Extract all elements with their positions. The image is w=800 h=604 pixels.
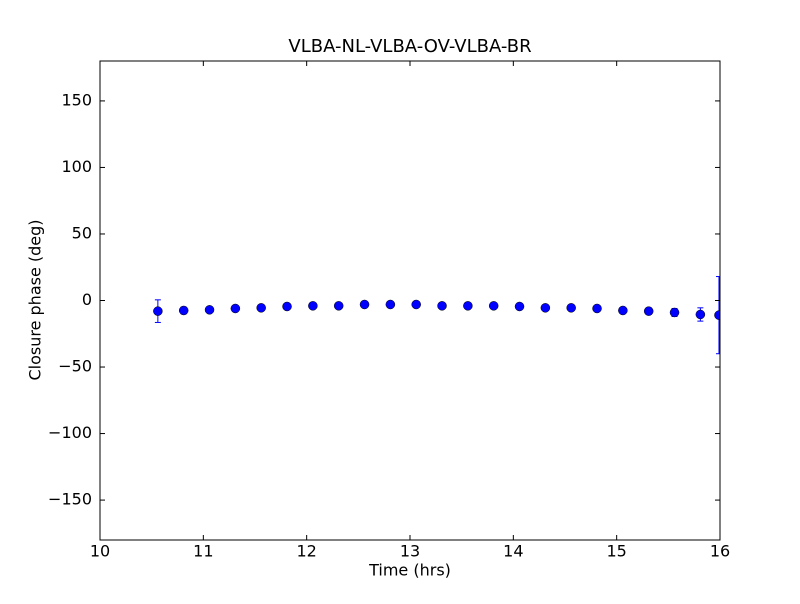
x-tick-label: 10 xyxy=(90,542,110,561)
data-point xyxy=(643,306,654,316)
axes-frame xyxy=(99,60,721,541)
data-point xyxy=(411,299,421,310)
x-tick-label: 16 xyxy=(710,542,730,561)
x-tick-label: 14 xyxy=(503,542,523,561)
data-point xyxy=(514,301,525,312)
x-axis-label: Time (hrs) xyxy=(368,561,451,580)
data-point xyxy=(308,301,318,311)
data-point xyxy=(178,305,189,316)
y-axis-label: Closure phase (deg) xyxy=(26,219,45,380)
data-point xyxy=(333,301,344,311)
data-point xyxy=(256,303,266,313)
plot-area xyxy=(153,276,720,355)
y-tick-label: −150 xyxy=(48,490,92,509)
data-point xyxy=(282,301,292,312)
x-tick-label: 12 xyxy=(296,542,316,561)
data-point xyxy=(359,299,370,310)
data-point xyxy=(204,305,215,315)
data-point xyxy=(695,309,706,320)
y-tick-label: 0 xyxy=(82,290,92,309)
x-tick-label: 15 xyxy=(606,542,626,561)
data-point xyxy=(230,303,241,314)
data-point xyxy=(540,303,551,313)
data-point xyxy=(592,303,602,314)
y-tick-label: −100 xyxy=(48,423,92,442)
data-point xyxy=(463,301,473,311)
y-tick-label: 50 xyxy=(72,223,92,242)
data-point xyxy=(714,310,720,320)
data-point xyxy=(618,305,628,316)
data-point xyxy=(153,306,163,316)
y-tick-label: 150 xyxy=(61,90,92,109)
y-tick-label: 100 xyxy=(61,157,92,176)
x-tick-label: 11 xyxy=(193,542,213,561)
y-tick-label: −50 xyxy=(58,357,92,376)
x-tick-label: 13 xyxy=(400,542,420,561)
data-point xyxy=(488,301,499,311)
data-point xyxy=(566,303,576,313)
data-point xyxy=(437,301,447,311)
chart-title: VLBA-NL-VLBA-OV-VLBA-BR xyxy=(288,36,531,57)
data-point xyxy=(669,307,680,318)
data-point xyxy=(385,299,396,310)
